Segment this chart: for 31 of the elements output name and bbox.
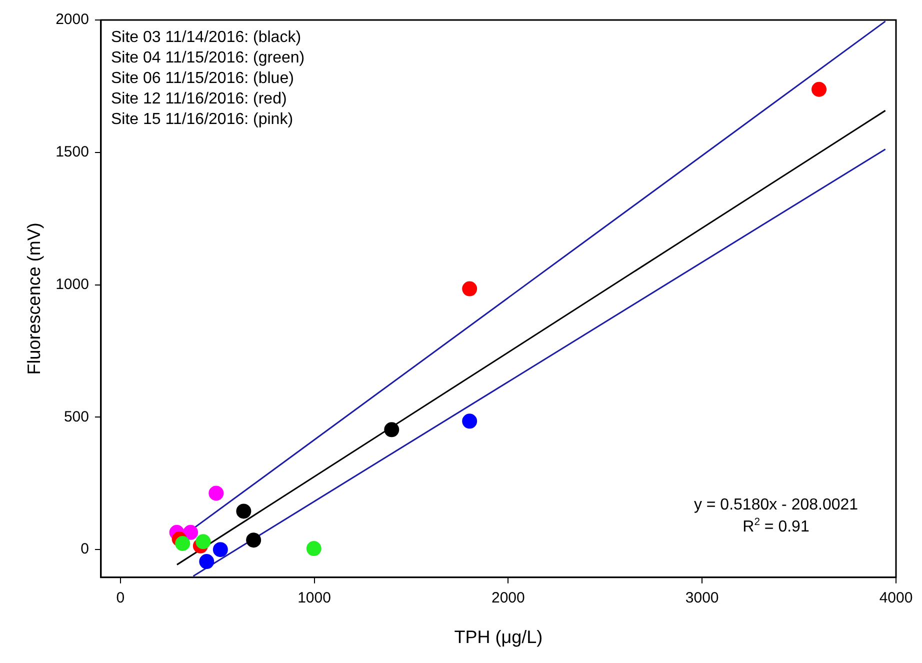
y-tick-label: 2000 xyxy=(56,11,89,28)
point xyxy=(175,536,190,552)
point xyxy=(183,524,198,540)
y-tick-label: 0 xyxy=(80,540,89,558)
annotation: y = 0.5180x - 208.0021 xyxy=(694,496,858,514)
point xyxy=(462,281,478,296)
x-axis-title: TPH (μg/L) xyxy=(454,627,543,648)
point xyxy=(236,504,252,519)
annotation: Site 12 11/16/2016: (red) xyxy=(110,90,287,108)
y-axis-title: Fluorescence (mV) xyxy=(24,222,44,375)
y-tick-label: 1000 xyxy=(56,276,89,293)
point xyxy=(212,542,228,558)
point xyxy=(306,541,322,556)
x-tick-label: 2000 xyxy=(491,590,525,607)
annotation: Site 15 11/16/2016: (pink) xyxy=(110,111,294,128)
point xyxy=(199,554,214,570)
x-tick-label: 0 xyxy=(116,590,125,607)
y-tick-label: 1500 xyxy=(56,144,89,161)
point xyxy=(208,486,224,501)
x-tick-label: 3000 xyxy=(685,590,719,607)
point xyxy=(246,532,262,548)
x-tick-label: 1000 xyxy=(298,590,331,607)
x-tick-label: 4000 xyxy=(879,590,913,607)
annotation: Site 04 11/15/2016: (green) xyxy=(110,50,305,66)
point xyxy=(384,422,400,438)
y-tick-label: 500 xyxy=(64,408,89,426)
annotation: Site 06 11/15/2016: (blue) xyxy=(110,70,294,87)
point xyxy=(462,414,478,429)
annotation: Site 03 11/14/2016: (black) xyxy=(110,29,302,46)
point xyxy=(812,82,827,97)
point xyxy=(196,534,211,550)
